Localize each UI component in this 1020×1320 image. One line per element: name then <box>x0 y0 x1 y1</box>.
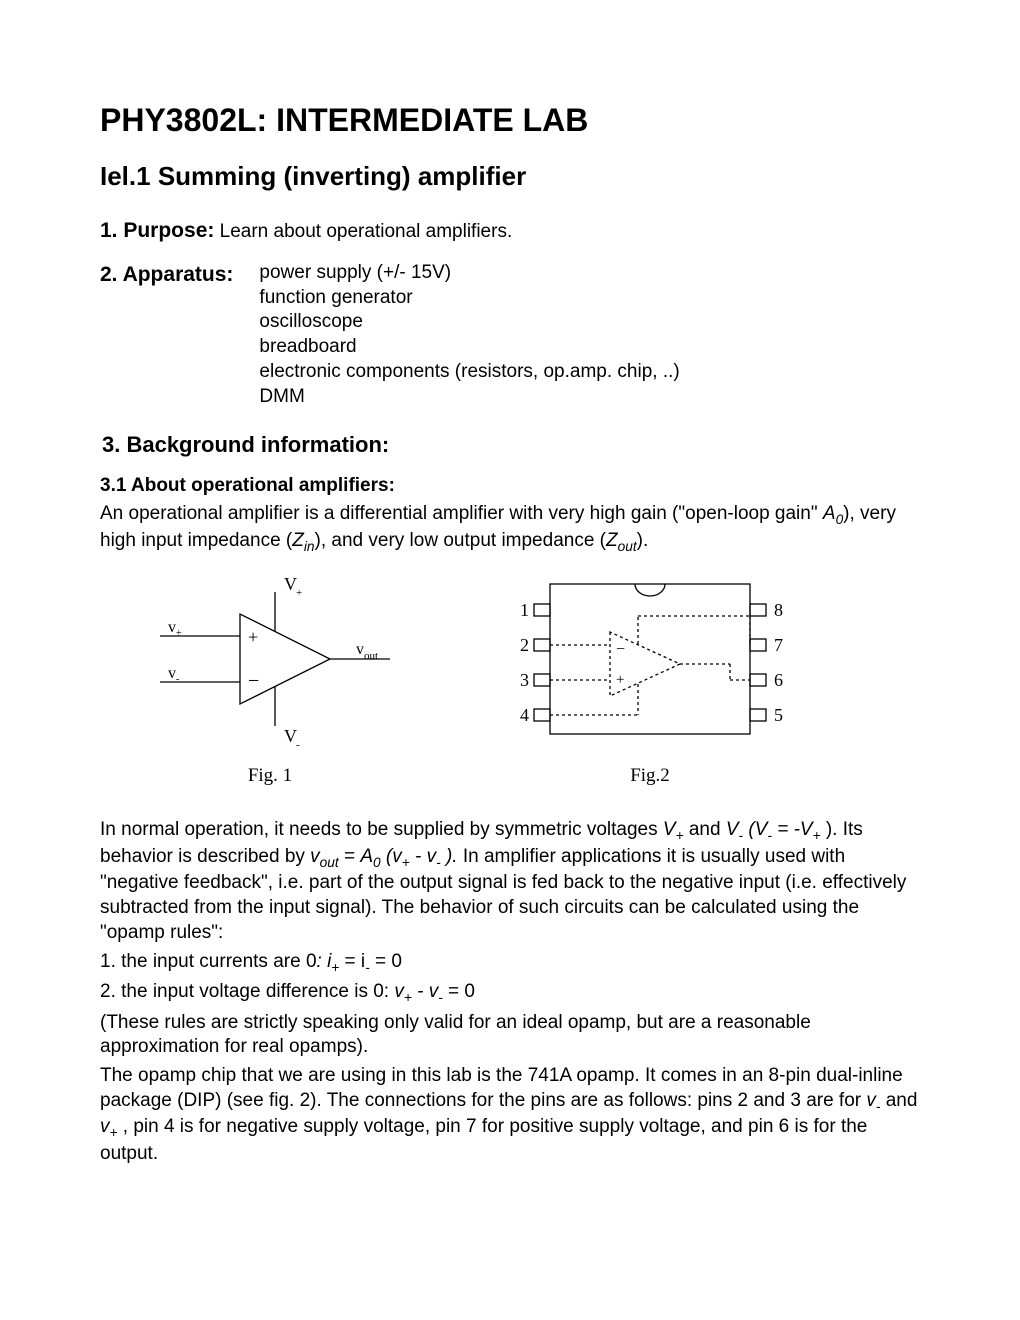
list-item: DMM <box>259 385 679 410</box>
list-item: breadboard <box>259 335 679 360</box>
svg-text:v: v <box>168 665 176 682</box>
figure-2-caption: Fig.2 <box>480 764 820 789</box>
svg-text:1: 1 <box>520 600 529 620</box>
list-item: power supply (+/- 15V) <box>259 261 679 286</box>
svg-text:v: v <box>168 619 176 636</box>
purpose-text: Learn about operational amplifiers. <box>214 221 512 242</box>
purpose-label: 1. Purpose: <box>100 219 214 242</box>
subsection-heading: 3.1 About operational amplifiers: <box>100 474 920 499</box>
svg-text:2: 2 <box>520 635 529 655</box>
dip-chip-diagram: 1 2 3 4 5 6 7 8 − + <box>480 574 820 754</box>
apparatus-label: 2. Apparatus: <box>100 261 233 409</box>
svg-text:-: - <box>296 739 300 751</box>
svg-text:6: 6 <box>774 670 783 690</box>
figures-row: V + V - v + v - v out + − Fig. 1 <box>120 574 920 789</box>
svg-text:+: + <box>616 672 624 688</box>
svg-text:−: − <box>616 641 625 658</box>
rule-2: 2. the input voltage difference is 0: v+… <box>100 980 920 1007</box>
apparatus-list: power supply (+/- 15V) function generato… <box>259 261 679 409</box>
list-item: electronic components (resistors, op.amp… <box>259 360 679 385</box>
svg-text:-: - <box>176 674 179 685</box>
chip-paragraph: The opamp chip that we are using in this… <box>100 1064 920 1167</box>
figure-1-caption: Fig. 1 <box>120 764 420 789</box>
svg-text:8: 8 <box>774 600 783 620</box>
svg-text:+: + <box>296 587 302 599</box>
body-paragraph: In normal operation, it needs to be supp… <box>100 818 920 945</box>
note-paragraph: (These rules are strictly speaking only … <box>100 1011 920 1060</box>
svg-text:out: out <box>364 650 378 662</box>
list-item: oscilloscope <box>259 310 679 335</box>
svg-text:5: 5 <box>774 705 783 725</box>
page-title: PHY3802L: INTERMEDIATE LAB <box>100 100 920 142</box>
purpose-section: 1. Purpose: Learn about operational ampl… <box>100 217 920 245</box>
svg-text:+: + <box>176 628 182 639</box>
opamp-triangle-diagram: V + V - v + v - v out + − <box>120 574 420 754</box>
apparatus-section: 2. Apparatus: power supply (+/- 15V) fun… <box>100 261 920 409</box>
svg-text:−: − <box>248 670 259 692</box>
rule-1: 1. the input currents are 0: i+ = i- = 0 <box>100 950 920 977</box>
background-heading: 3. Background information: <box>102 431 920 460</box>
svg-text:3: 3 <box>520 670 529 690</box>
svg-text:v: v <box>356 641 364 658</box>
svg-text:+: + <box>248 627 258 647</box>
svg-text:7: 7 <box>774 635 783 655</box>
figure-2: 1 2 3 4 5 6 7 8 − + Fig.2 <box>480 574 820 789</box>
background-paragraph: An operational amplifier is a differenti… <box>100 502 920 555</box>
list-item: function generator <box>259 286 679 311</box>
figure-1: V + V - v + v - v out + − Fig. 1 <box>120 574 420 789</box>
svg-text:4: 4 <box>520 705 529 725</box>
subtitle: Iel.1 Summing (inverting) amplifier <box>100 160 920 194</box>
